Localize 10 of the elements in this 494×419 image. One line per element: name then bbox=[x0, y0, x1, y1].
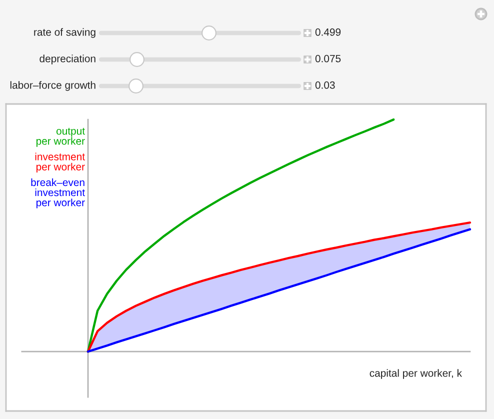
text: depreciation bbox=[40, 54, 96, 64]
text: 0.075 bbox=[315, 54, 341, 62]
text: 0.499 bbox=[315, 28, 341, 36]
x-axis-title: capital per worker, k bbox=[370, 369, 462, 379]
text: 0.03 bbox=[315, 81, 335, 89]
text: output per worker bbox=[36, 128, 85, 147]
text: rate of saving bbox=[34, 28, 96, 38]
text: break–even investment per worker bbox=[31, 178, 85, 208]
text: investment per worker bbox=[35, 152, 85, 173]
text: labor–force growth bbox=[10, 81, 96, 91]
